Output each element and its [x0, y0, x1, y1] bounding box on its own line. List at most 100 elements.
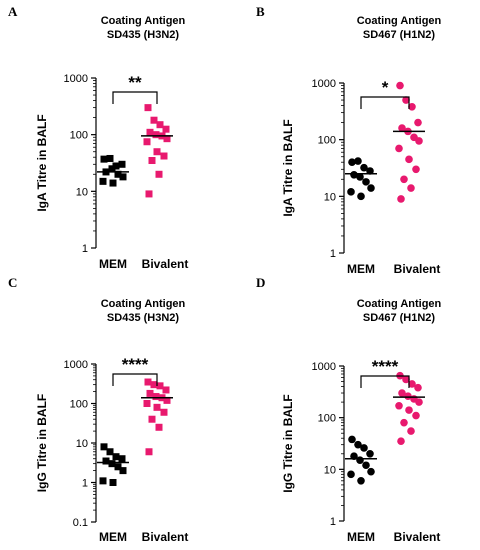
panel-title: Coating Antigen: [357, 15, 442, 27]
data-point: [106, 154, 114, 162]
data-point: [100, 443, 108, 451]
significance-bracket: [360, 375, 410, 388]
data-point: [360, 163, 368, 172]
x-category-label: Bivalent: [394, 262, 441, 276]
data-point: [350, 170, 358, 179]
y-axis-label: IgG Titre in BALF: [35, 394, 49, 492]
data-point: [109, 479, 117, 486]
panel-title: Coating Antigen: [101, 298, 186, 310]
data-point: [108, 165, 116, 173]
y-tick-label: 1000: [64, 73, 88, 85]
data-point: [160, 408, 168, 416]
data-point: [356, 456, 364, 465]
panel-title: Coating Antigen: [101, 15, 186, 27]
data-point: [367, 467, 375, 476]
data-point: [395, 144, 403, 153]
data-point: [414, 383, 422, 392]
data-point: [362, 461, 370, 470]
data-point: [148, 415, 156, 423]
data-point: [152, 131, 160, 139]
y-axis-label: IgA Titre in BALF: [35, 114, 49, 211]
data-point: [108, 460, 116, 468]
significance-bracket: [112, 373, 158, 386]
data-point: [144, 104, 152, 112]
x-category-label: MEM: [99, 257, 127, 271]
data-point: [102, 457, 110, 465]
data-point: [148, 157, 156, 165]
data-point: [366, 167, 374, 175]
data-point: [407, 427, 415, 435]
y-tick-label: 1000: [312, 78, 336, 90]
data-point: [357, 192, 365, 201]
data-point: [112, 453, 120, 461]
panel-subtitle: SD435 (H3N2): [107, 29, 179, 41]
data-point: [146, 128, 154, 136]
y-tick-label: 100: [70, 130, 88, 142]
data-point: [144, 378, 152, 386]
data-point: [145, 448, 153, 456]
data-point: [150, 381, 158, 389]
data-point: [412, 411, 420, 420]
data-point: [143, 138, 151, 146]
data-point: [362, 178, 370, 186]
data-point: [396, 81, 404, 90]
y-tick-label: 1: [82, 478, 88, 490]
data-point: [143, 400, 151, 407]
data-point: [400, 175, 408, 184]
data-point: [152, 393, 160, 401]
y-tick-label: 10: [76, 438, 88, 450]
y-tick-label: 1000: [312, 361, 336, 373]
y-tick-label: 1: [82, 243, 88, 255]
data-point: [360, 444, 368, 452]
data-point: [119, 173, 127, 181]
significance-marker: *: [382, 78, 389, 97]
data-point: [109, 179, 117, 187]
data-point: [357, 476, 365, 485]
data-point: [404, 392, 412, 401]
data-point: [156, 121, 164, 129]
panel-letter: A: [8, 4, 18, 19]
data-point: [415, 137, 423, 145]
y-tick-label: 10: [324, 464, 336, 476]
data-point: [156, 382, 164, 390]
x-category-label: MEM: [347, 262, 375, 276]
data-point: [397, 437, 405, 446]
data-point: [400, 418, 408, 427]
significance-bracket: [360, 96, 410, 109]
data-point: [414, 118, 422, 127]
panel-b: B Coating Antigen SD467 (H1N2) 1 10 100 1000 Ig…: [256, 4, 442, 276]
x-category-label: MEM: [347, 530, 375, 544]
data-point: [106, 448, 114, 456]
x-category-label: Bivalent: [394, 530, 441, 544]
panel-letter: B: [256, 4, 265, 19]
data-point: [402, 96, 410, 104]
data-point: [100, 155, 108, 163]
data-point: [395, 401, 403, 410]
data-point: [366, 449, 374, 458]
data-point: [354, 157, 362, 165]
data-point: [415, 398, 423, 406]
data-point: [114, 170, 122, 178]
data-point: [160, 152, 168, 160]
panel-a: A Coating Antigen SD435 (H3N2) 1 10 100 1000 Ig…: [8, 4, 188, 271]
data-point: [155, 423, 163, 431]
data-point: [356, 173, 364, 181]
data-point: [405, 406, 413, 414]
y-tick-label: 100: [318, 135, 336, 147]
panel-letter: D: [256, 275, 265, 290]
x-category-label: Bivalent: [142, 530, 189, 544]
data-point: [347, 470, 355, 479]
data-point: [150, 116, 158, 124]
panel-letter: C: [8, 275, 17, 290]
significance-marker: ****: [372, 357, 399, 376]
data-point: [398, 124, 406, 132]
y-tick-label: 1: [330, 248, 336, 260]
data-point: [145, 190, 153, 198]
y-tick-label: 10: [76, 186, 88, 198]
y-tick-label: 10: [324, 191, 336, 203]
data-point: [153, 403, 161, 411]
y-axis-label: IgA Titre in BALF: [281, 119, 295, 216]
data-point: [397, 195, 405, 203]
panel-c: C Coating Antigen SD435 (H3N2) 0.1 1 10 100 100…: [8, 275, 188, 544]
x-category-label: Bivalent: [142, 257, 189, 271]
